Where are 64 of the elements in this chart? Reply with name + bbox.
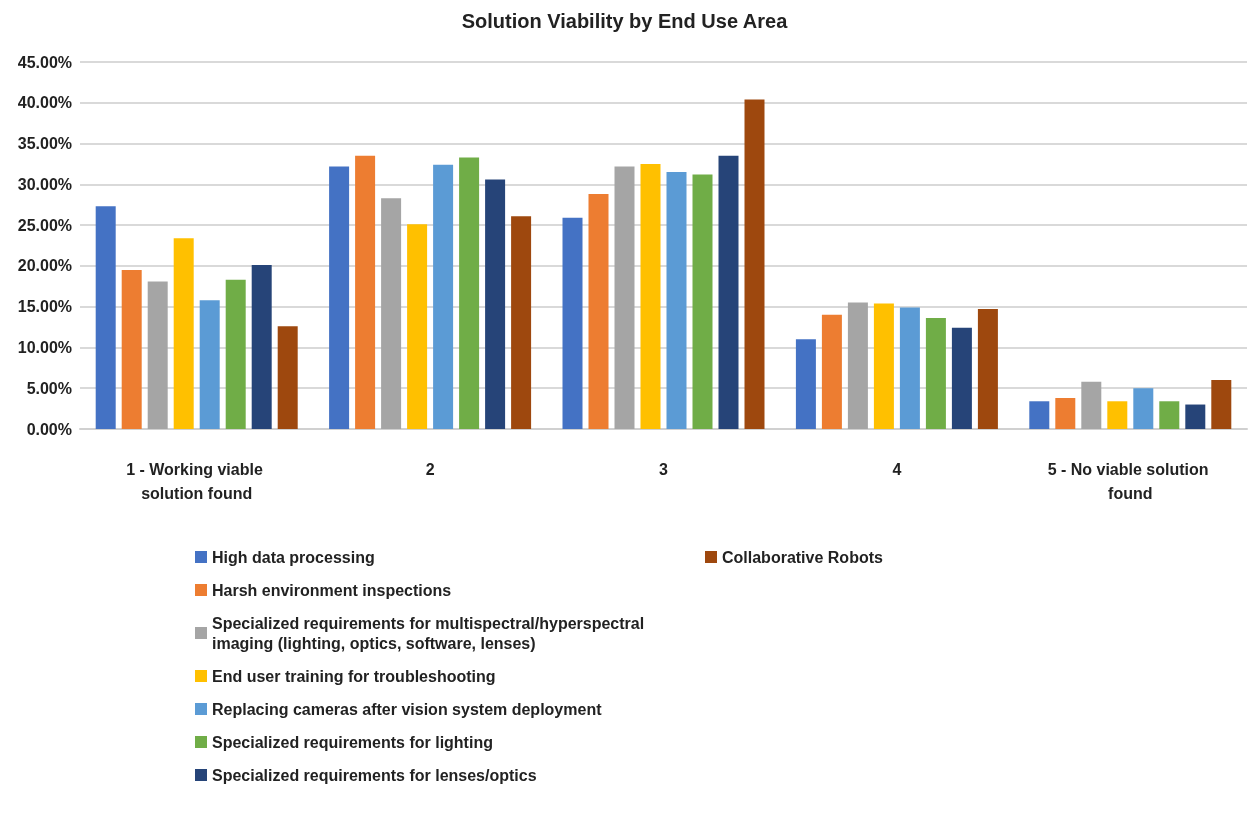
legend-label: Collaborative Robots bbox=[722, 548, 884, 566]
x-tick-label: 5 - No viable solution found bbox=[1047, 460, 1213, 502]
bar bbox=[381, 198, 402, 429]
bar bbox=[562, 217, 583, 429]
bar bbox=[847, 302, 868, 429]
bar bbox=[666, 172, 687, 429]
y-tick-label: 0.00% bbox=[26, 420, 72, 438]
chart-title: Solution Viability by End Use Area bbox=[461, 10, 789, 32]
y-tick-label: 20.00% bbox=[17, 257, 72, 275]
bar bbox=[173, 238, 194, 429]
bar bbox=[199, 300, 220, 429]
y-tick-label: 30.00% bbox=[17, 175, 72, 193]
bar bbox=[1081, 381, 1102, 429]
bar bbox=[1133, 388, 1154, 429]
bar bbox=[329, 166, 350, 429]
bar bbox=[692, 174, 713, 429]
y-tick-label: 35.00% bbox=[17, 135, 72, 153]
bar bbox=[795, 339, 816, 429]
y-tick-label: 40.00% bbox=[17, 94, 72, 112]
bar bbox=[1055, 398, 1076, 429]
x-tick-label: 2 bbox=[425, 460, 435, 478]
legend-label: Harsh environment inspections bbox=[212, 581, 452, 599]
legend-label: High data processing bbox=[212, 548, 375, 566]
bar bbox=[1029, 401, 1050, 429]
y-tick-label: 25.00% bbox=[17, 216, 72, 234]
bar bbox=[1211, 380, 1232, 429]
bar bbox=[407, 224, 428, 429]
bar bbox=[433, 164, 454, 429]
bar bbox=[925, 318, 946, 429]
bar bbox=[121, 269, 142, 429]
bar bbox=[718, 155, 739, 429]
bar bbox=[821, 314, 842, 429]
x-tick-label: 4 bbox=[892, 460, 902, 478]
legend-label: Specialized requirements for lighting bbox=[212, 733, 493, 751]
bar bbox=[511, 216, 532, 429]
bar bbox=[1159, 401, 1180, 429]
legend-label: Specialized requirements for lenses/optics bbox=[212, 766, 537, 784]
bar bbox=[899, 307, 920, 429]
bar bbox=[1107, 401, 1128, 429]
bar bbox=[588, 194, 609, 429]
bar bbox=[977, 309, 998, 429]
bar bbox=[1185, 404, 1206, 429]
bar bbox=[873, 303, 894, 429]
bar bbox=[355, 155, 376, 429]
bar bbox=[614, 166, 635, 429]
bar bbox=[277, 326, 298, 429]
y-tick-label: 10.00% bbox=[17, 338, 72, 356]
bar bbox=[95, 206, 116, 429]
y-tick-label: 5.00% bbox=[26, 379, 72, 397]
y-tick-label: 15.00% bbox=[17, 298, 72, 316]
bar bbox=[225, 279, 246, 429]
bar bbox=[951, 327, 972, 429]
legend-label: Specialized requirements for multispectral/hyperspectral imaging (lighting, optics, software, lenses) bbox=[212, 614, 649, 652]
y-tick-label: 45.00% bbox=[17, 53, 72, 71]
legend-label: End user training for troubleshooting bbox=[212, 667, 496, 685]
x-tick-label: 3 bbox=[659, 460, 669, 478]
x-tick-label: 1 - Working viable solution found bbox=[126, 460, 268, 502]
bar bbox=[485, 179, 506, 429]
bar bbox=[147, 281, 168, 429]
bar bbox=[640, 163, 661, 429]
bar bbox=[459, 157, 480, 429]
legend-label: Replacing cameras after vision system deployment bbox=[212, 700, 603, 718]
bar bbox=[251, 265, 272, 429]
bar bbox=[744, 99, 765, 429]
